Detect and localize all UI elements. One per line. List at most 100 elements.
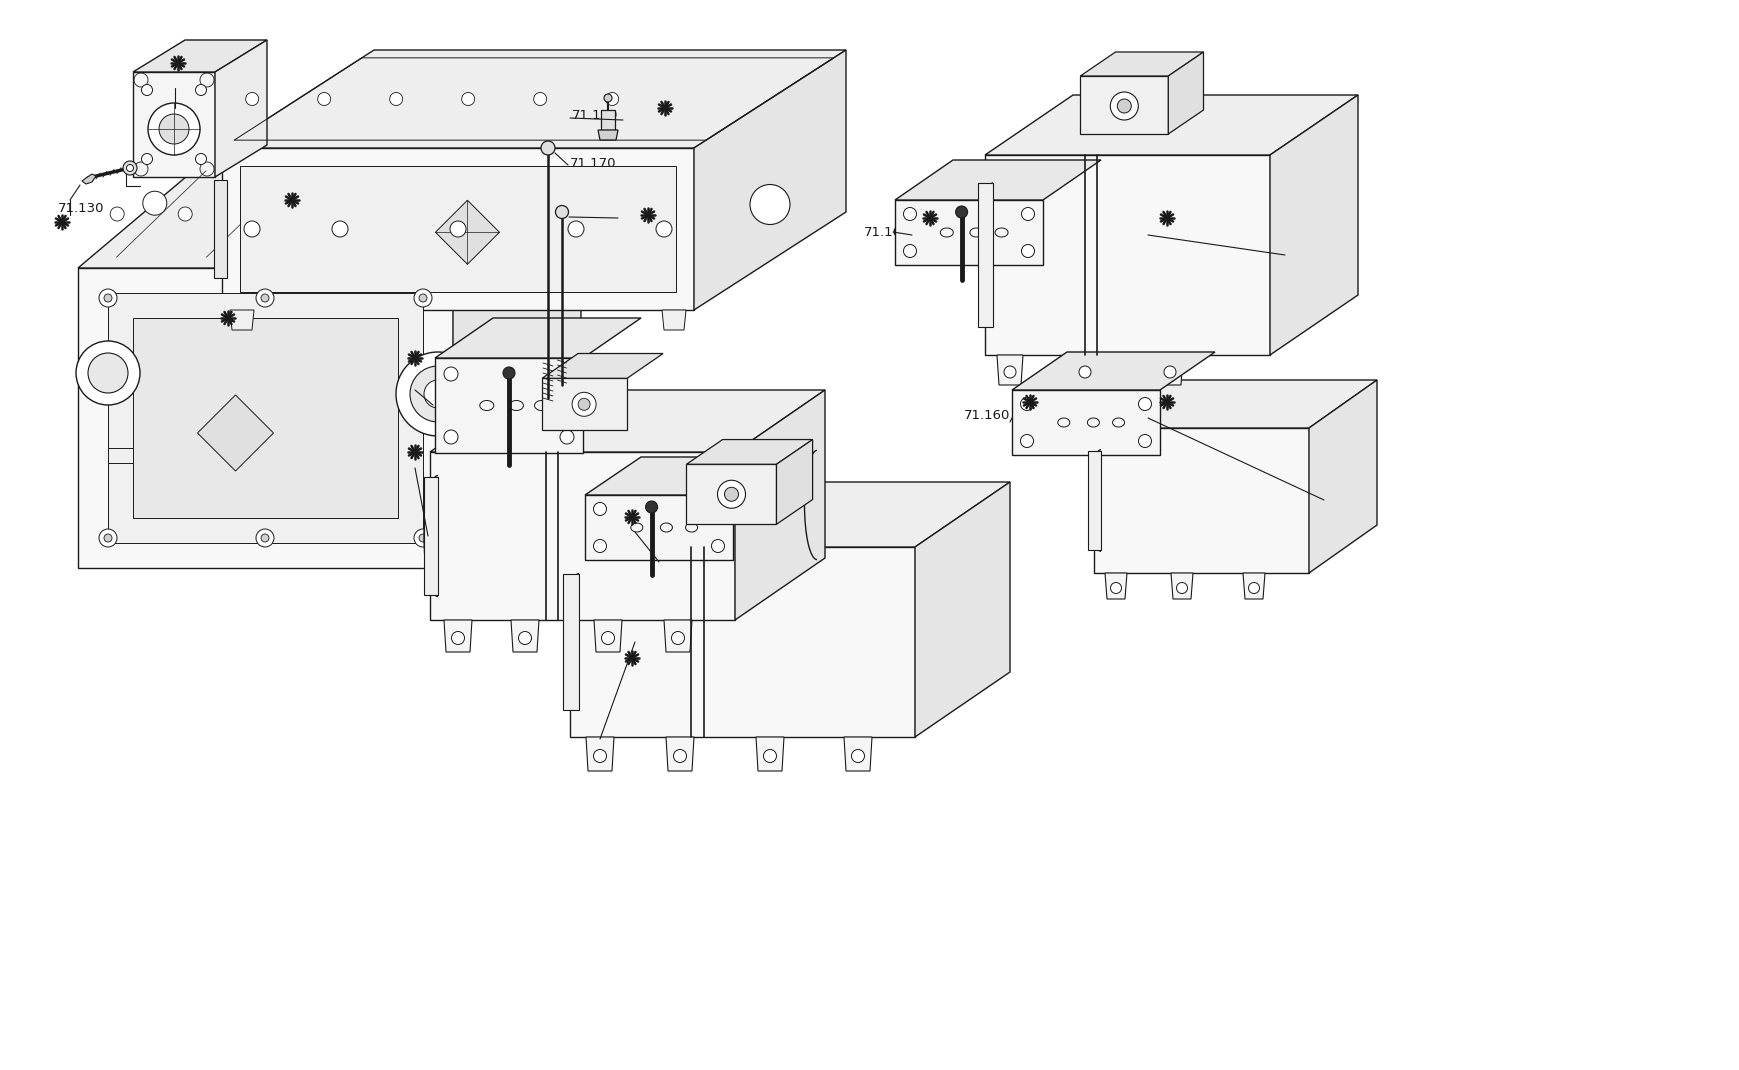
- Circle shape: [256, 529, 273, 547]
- Circle shape: [1021, 245, 1035, 258]
- Circle shape: [245, 207, 261, 221]
- Polygon shape: [570, 547, 915, 737]
- Circle shape: [671, 631, 683, 644]
- Polygon shape: [435, 358, 583, 453]
- Circle shape: [332, 221, 348, 236]
- Circle shape: [158, 114, 190, 144]
- Polygon shape: [1087, 452, 1101, 550]
- Circle shape: [1176, 582, 1186, 594]
- Circle shape: [955, 207, 967, 218]
- Circle shape: [1163, 366, 1176, 378]
- Circle shape: [656, 221, 671, 236]
- Polygon shape: [240, 166, 676, 292]
- Polygon shape: [570, 482, 1009, 547]
- Circle shape: [261, 534, 270, 542]
- Polygon shape: [1094, 428, 1308, 574]
- Polygon shape: [894, 200, 1042, 265]
- Polygon shape: [1080, 52, 1203, 76]
- Circle shape: [195, 85, 207, 95]
- Circle shape: [560, 430, 574, 444]
- Polygon shape: [1012, 352, 1214, 389]
- Polygon shape: [687, 464, 776, 524]
- Polygon shape: [108, 293, 423, 542]
- Polygon shape: [687, 440, 812, 464]
- Polygon shape: [593, 620, 621, 652]
- Polygon shape: [894, 160, 1101, 200]
- Circle shape: [141, 85, 153, 95]
- Polygon shape: [1094, 380, 1376, 428]
- Polygon shape: [424, 477, 438, 595]
- Text: 71.150: 71.150: [1149, 226, 1196, 239]
- Polygon shape: [755, 737, 784, 771]
- Circle shape: [602, 631, 614, 644]
- Polygon shape: [734, 389, 824, 620]
- Circle shape: [99, 529, 117, 547]
- Circle shape: [593, 503, 607, 516]
- Circle shape: [1109, 92, 1137, 120]
- Polygon shape: [543, 353, 663, 379]
- Polygon shape: [984, 155, 1269, 355]
- Polygon shape: [1167, 52, 1203, 134]
- Circle shape: [1137, 397, 1151, 411]
- Circle shape: [127, 165, 134, 171]
- Circle shape: [315, 207, 329, 221]
- Circle shape: [443, 430, 457, 444]
- Polygon shape: [223, 50, 845, 148]
- Circle shape: [1137, 434, 1151, 447]
- Circle shape: [99, 289, 117, 307]
- Circle shape: [450, 221, 466, 236]
- Circle shape: [723, 487, 737, 501]
- Polygon shape: [82, 174, 96, 184]
- Circle shape: [1078, 366, 1090, 378]
- Circle shape: [123, 160, 137, 175]
- Circle shape: [243, 221, 259, 236]
- Polygon shape: [563, 574, 579, 710]
- Text: 71.110: 71.110: [177, 76, 224, 89]
- Circle shape: [518, 631, 530, 644]
- Circle shape: [141, 153, 153, 165]
- Polygon shape: [843, 737, 871, 771]
- Polygon shape: [435, 200, 499, 264]
- Circle shape: [711, 539, 723, 552]
- Circle shape: [77, 341, 139, 406]
- Circle shape: [110, 207, 123, 221]
- Polygon shape: [977, 183, 993, 327]
- Polygon shape: [223, 148, 694, 310]
- Polygon shape: [1269, 95, 1356, 355]
- Circle shape: [560, 367, 574, 381]
- Polygon shape: [996, 355, 1023, 385]
- Circle shape: [419, 534, 426, 542]
- Polygon shape: [435, 318, 640, 358]
- Polygon shape: [230, 310, 254, 330]
- Text: 71.150: 71.150: [638, 633, 683, 646]
- Circle shape: [261, 294, 270, 302]
- Circle shape: [443, 367, 457, 381]
- Circle shape: [1249, 582, 1259, 594]
- Circle shape: [383, 207, 396, 221]
- Polygon shape: [666, 737, 694, 771]
- Circle shape: [256, 289, 273, 307]
- Circle shape: [414, 289, 431, 307]
- Circle shape: [711, 503, 723, 516]
- Circle shape: [716, 480, 744, 508]
- Polygon shape: [443, 620, 471, 652]
- Polygon shape: [1308, 380, 1376, 574]
- Circle shape: [1019, 434, 1033, 447]
- Circle shape: [245, 92, 259, 106]
- Polygon shape: [78, 160, 581, 268]
- Circle shape: [195, 153, 207, 165]
- Polygon shape: [198, 395, 273, 471]
- Circle shape: [1109, 582, 1122, 594]
- Polygon shape: [584, 495, 732, 560]
- Circle shape: [461, 92, 475, 106]
- Polygon shape: [1012, 389, 1160, 455]
- Circle shape: [750, 184, 790, 225]
- Circle shape: [424, 380, 452, 408]
- Circle shape: [318, 92, 330, 106]
- Circle shape: [534, 92, 546, 106]
- Polygon shape: [600, 110, 614, 129]
- Circle shape: [89, 353, 129, 393]
- Polygon shape: [586, 737, 614, 771]
- Circle shape: [1019, 397, 1033, 411]
- Circle shape: [593, 539, 607, 552]
